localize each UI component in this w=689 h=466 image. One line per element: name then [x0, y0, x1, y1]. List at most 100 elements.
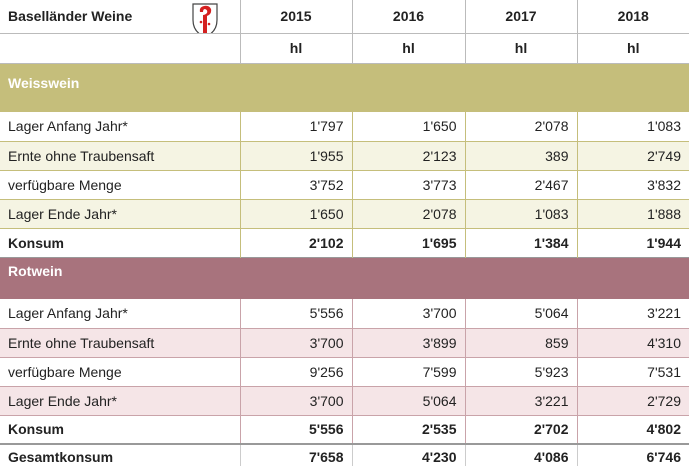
- row-label: Konsum: [8, 421, 64, 438]
- value-cell: 3'221: [576, 299, 689, 328]
- value: 1'083: [534, 205, 569, 222]
- value: 4'802: [646, 421, 681, 438]
- value: 1'650: [422, 118, 457, 135]
- value-cell: 9'256: [239, 357, 352, 386]
- section-name: Weisswein: [8, 74, 80, 91]
- unit: hl: [627, 40, 640, 56]
- value-cell: 2'535: [351, 415, 465, 444]
- value-cell: 7'531: [576, 357, 689, 386]
- value-cell: 3'700: [239, 386, 352, 415]
- value: 7'531: [647, 363, 681, 380]
- year: 2017: [505, 8, 537, 25]
- value-cell: 3'832: [576, 170, 689, 199]
- value: 2'535: [422, 421, 457, 438]
- value: 5'064: [534, 305, 569, 322]
- unit-header: hl: [351, 33, 465, 63]
- value-cell: 3'700: [239, 328, 352, 357]
- value: 5'923: [534, 363, 569, 380]
- value: 3'700: [309, 392, 344, 409]
- value-cell: 2'467: [464, 170, 577, 199]
- year-header: 2016: [351, 0, 465, 33]
- value: 1'888: [647, 205, 681, 222]
- year: 2016: [392, 8, 425, 25]
- total-row: Gesamtkonsum 7'658 4'230 4'086 6'746: [0, 444, 689, 466]
- total-label: Gesamtkonsum: [8, 448, 114, 465]
- data-row: Ernte ohne Traubensaft 3'700 3'899 859 4'310: [0, 328, 689, 357]
- section-band: Weisswein: [0, 63, 689, 112]
- unit-row: hl hl hl hl: [0, 33, 689, 63]
- header-row: Baselländer Weine 2015 2016 2017 2018: [0, 0, 689, 33]
- year-header: 2018: [576, 0, 689, 33]
- value-cell: 1'955: [239, 141, 352, 170]
- value-cell: 859: [464, 328, 577, 357]
- value-cell: 3'752: [239, 170, 352, 199]
- row-label: Lager Anfang Jahr*: [8, 305, 128, 322]
- value: 7'599: [422, 363, 457, 380]
- empty-cell: [0, 33, 240, 63]
- value: 5'556: [309, 421, 344, 438]
- value: 5'556: [309, 305, 344, 322]
- total-cell: 7'658: [239, 444, 352, 466]
- value-cell: 5'064: [351, 386, 465, 415]
- value: 3'832: [647, 176, 681, 193]
- data-row: verfügbare Menge 9'256 7'599 5'923 7'531: [0, 357, 689, 386]
- data-row: Lager Anfang Jahr* 1'797 1'650 2'078 1'083: [0, 112, 689, 141]
- value-cell: 2'123: [351, 141, 465, 170]
- total-value: 4'086: [534, 448, 569, 465]
- value: 4'310: [647, 334, 681, 351]
- value-cell: 4'310: [576, 328, 689, 357]
- year-header: 2017: [464, 0, 577, 33]
- section-cell: Weisswein: [0, 63, 689, 112]
- coat-of-arms: [192, 3, 218, 33]
- row-label: Lager Anfang Jahr*: [8, 118, 128, 135]
- row-label: Konsum: [8, 234, 64, 251]
- value: 9'256: [309, 363, 344, 380]
- data-row: Lager Ende Jahr* 3'700 5'064 3'221 2'729: [0, 386, 689, 415]
- total-value: 6'746: [646, 448, 681, 465]
- value: 3'221: [647, 305, 681, 322]
- data-row: Lager Anfang Jahr* 5'556 3'700 5'064 3'221: [0, 299, 689, 328]
- value-cell: 5'556: [239, 299, 352, 328]
- value-cell: 1'384: [464, 228, 577, 257]
- value-cell: 5'556: [239, 415, 352, 444]
- unit: hl: [514, 40, 528, 56]
- value-cell: 1'083: [576, 112, 689, 141]
- value-cell: 5'064: [464, 299, 577, 328]
- row-label-cell: verfügbare Menge: [0, 170, 240, 199]
- value: 3'700: [422, 305, 457, 322]
- row-label-cell: Ernte ohne Traubensaft: [0, 141, 240, 170]
- value: 1'384: [534, 234, 569, 251]
- row-label: verfügbare Menge: [8, 363, 122, 380]
- value: 2'102: [309, 234, 344, 251]
- value: 1'797: [309, 118, 344, 135]
- row-label: Lager Ende Jahr*: [8, 392, 117, 409]
- unit: hl: [402, 40, 415, 56]
- value-cell: 1'797: [239, 112, 352, 141]
- row-label-cell: Konsum: [0, 415, 240, 444]
- row-label-cell: Lager Anfang Jahr*: [0, 112, 240, 141]
- value-cell: 1'083: [464, 199, 577, 228]
- value-cell: 1'695: [351, 228, 465, 257]
- value: 2'123: [422, 147, 457, 164]
- value: 3'221: [534, 392, 569, 409]
- row-label-cell: Ernte ohne Traubensaft: [0, 328, 240, 357]
- value-cell: 7'599: [351, 357, 465, 386]
- value: 2'702: [534, 421, 569, 438]
- value: 1'944: [646, 234, 681, 251]
- title-text: Baselländer Weine: [8, 8, 133, 25]
- row-label: Lager Ende Jahr*: [8, 205, 117, 222]
- value-cell: 1'944: [576, 228, 689, 257]
- value-cell: 5'923: [464, 357, 577, 386]
- value: 3'773: [422, 176, 457, 193]
- value-cell: 2'078: [464, 112, 577, 141]
- total-value: 4'230: [422, 448, 457, 465]
- year: 2018: [617, 8, 649, 25]
- data-row: Lager Ende Jahr* 1'650 2'078 1'083 1'888: [0, 199, 689, 228]
- total-cell: 4'230: [351, 444, 465, 466]
- row-label-cell: Lager Ende Jahr*: [0, 199, 240, 228]
- value-cell: 1'650: [351, 112, 465, 141]
- section-cell: Rotwein: [0, 257, 689, 299]
- value-cell: 3'773: [351, 170, 465, 199]
